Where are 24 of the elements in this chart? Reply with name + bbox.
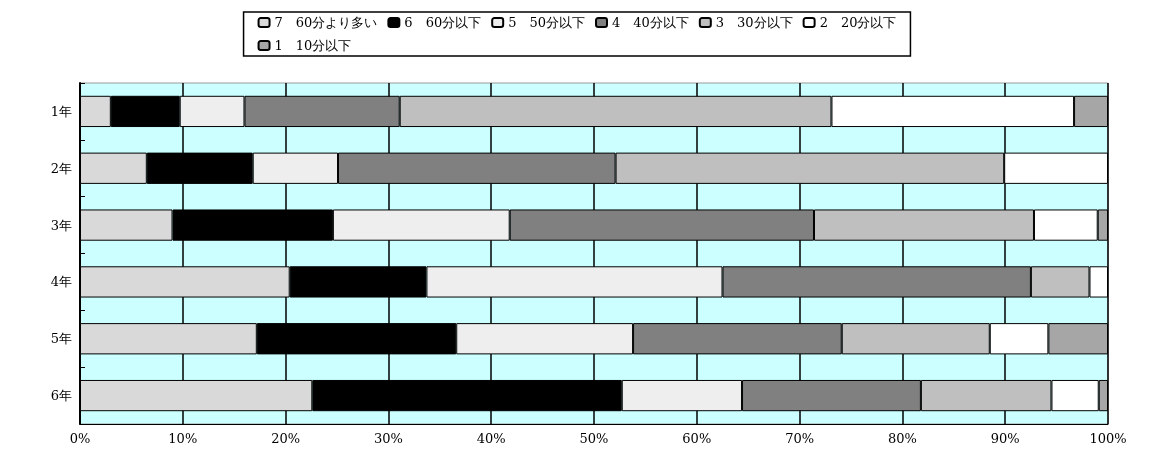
y-tick-label: 1年 xyxy=(50,103,72,119)
x-tick-label: 60% xyxy=(682,431,712,446)
x-tick-label: 10% xyxy=(168,431,198,446)
y-tick-label: 6年 xyxy=(50,388,72,404)
x-tick-label: 90% xyxy=(990,431,1020,446)
y-tick-label: 2年 xyxy=(50,160,72,176)
x-tick-label: 0% xyxy=(69,431,91,446)
x-tick-label: 30% xyxy=(373,431,403,446)
legend-label: 4 40分以下 xyxy=(612,15,689,30)
x-tick-label: 50% xyxy=(579,431,609,446)
y-tick-label: 4年 xyxy=(50,274,72,290)
y-tick-label: 5年 xyxy=(50,331,72,347)
legend-label: 5 50分以下 xyxy=(508,15,586,30)
x-tick-label: 70% xyxy=(785,431,815,446)
x-tick-label: 80% xyxy=(887,431,917,446)
x-tick-label: 100% xyxy=(1089,431,1127,446)
legend-label: 2 20分以下 xyxy=(819,15,897,30)
legend-label: 6 60分以下 xyxy=(404,15,482,30)
legend-label: 1 10分以下 xyxy=(274,38,352,53)
legend-label: 3 30分以下 xyxy=(715,15,793,30)
y-tick-label: 3年 xyxy=(50,217,72,233)
x-tick-label: 40% xyxy=(476,431,506,446)
legend-label: 7 60分より多い xyxy=(274,15,378,30)
x-tick-label: 20% xyxy=(271,431,301,446)
